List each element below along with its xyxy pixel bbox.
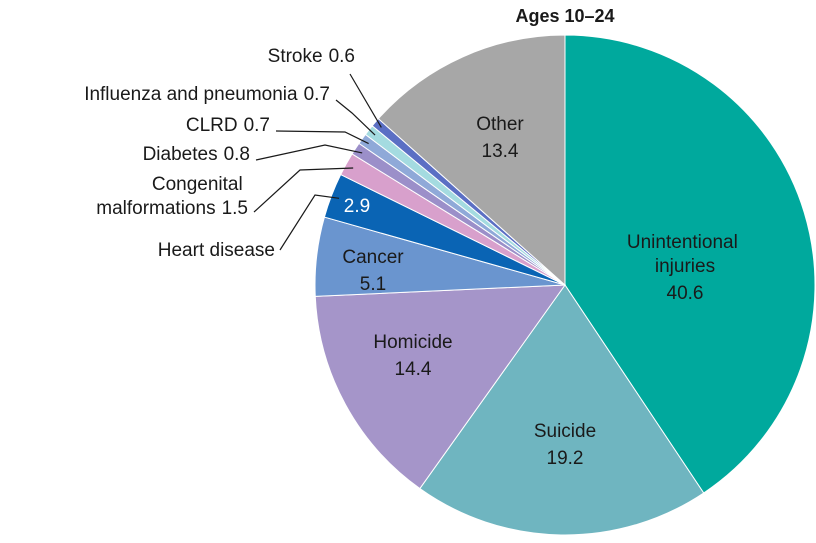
category-name: CLRD — [186, 115, 238, 136]
name-line: malformations — [96, 198, 215, 219]
slice-label: Congenital malformations 1.5 — [96, 174, 248, 219]
name-line: Congenital — [152, 174, 248, 195]
category-name: Homicide — [373, 332, 452, 353]
pie-slice — [377, 34, 566, 287]
value-label: 0.7 — [244, 115, 270, 136]
leader-line — [349, 73, 382, 128]
leader-line — [335, 99, 376, 136]
value-label: 0.6 — [329, 46, 355, 67]
category-name: Congenital malformations — [96, 174, 248, 219]
value-label: 0.8 — [224, 144, 250, 165]
category-name: Cancer — [342, 247, 404, 268]
category-name: Diabetes — [143, 144, 218, 165]
pie-slice — [314, 284, 567, 490]
chart-title: Ages 10–24 — [515, 6, 614, 26]
category-name: Heart disease — [158, 240, 275, 261]
category-name: Unintentional injuries — [627, 232, 743, 277]
slice-label: Other 13.4 — [476, 114, 524, 162]
slice-label: Influenza and pneumonia 0.7 — [84, 84, 330, 105]
leader-line — [253, 167, 354, 213]
pie-slice — [419, 284, 705, 536]
value-label: 1.5 — [222, 198, 248, 219]
leader-line — [279, 194, 340, 251]
category-name: Stroke — [268, 46, 323, 67]
value-label: 0.7 — [304, 84, 330, 105]
value-label: 5.1 — [360, 274, 386, 295]
slice-label: CLRD 0.7 — [186, 115, 270, 136]
leader-line — [275, 130, 369, 145]
slice-label: Heart disease — [158, 240, 275, 261]
value-label: 14.4 — [395, 359, 432, 380]
category-name: Suicide — [534, 421, 596, 442]
category-name: Influenza and pneumonia — [84, 84, 298, 105]
value-label: 13.4 — [482, 141, 519, 162]
value-label: 19.2 — [547, 448, 584, 469]
slice-label: Suicide 19.2 — [534, 421, 596, 469]
name-line: injuries — [655, 256, 715, 277]
name-line: Unintentional — [627, 232, 743, 253]
slice-label: Diabetes 0.8 — [143, 144, 250, 165]
slice-label: Homicide 14.4 — [373, 332, 452, 380]
slice-label: Unintentional injuries 40.6 — [627, 232, 743, 304]
category-name: Other — [476, 114, 524, 135]
leader-line — [255, 144, 363, 161]
slice-label: Stroke 0.6 — [268, 46, 355, 67]
value-label: 40.6 — [667, 283, 704, 304]
slice-label: Cancer 5.1 — [342, 247, 404, 295]
value-label: 2.9 — [344, 196, 370, 217]
